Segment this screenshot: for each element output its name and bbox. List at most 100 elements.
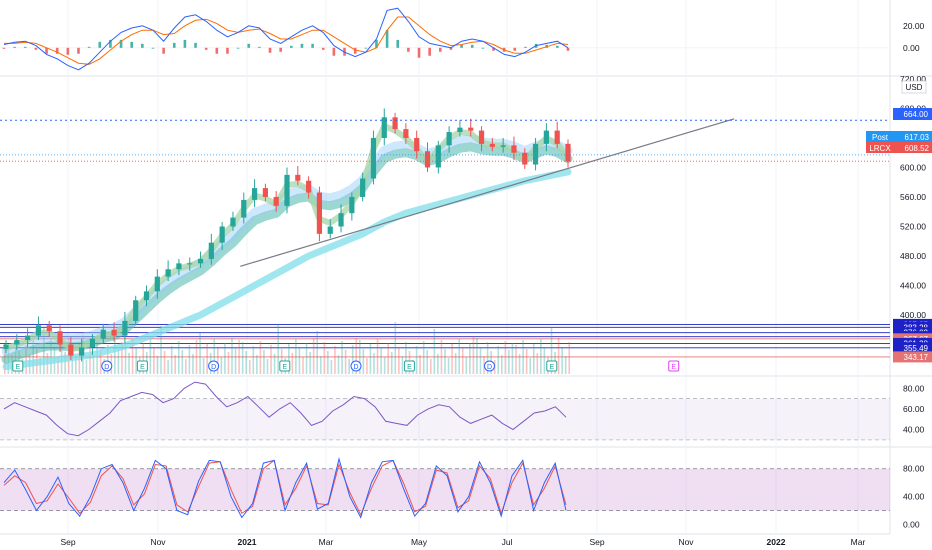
volume-bar bbox=[337, 355, 340, 374]
macd-histogram-bar bbox=[417, 47, 421, 58]
volume-bar bbox=[341, 341, 343, 374]
volume-bar bbox=[476, 338, 478, 374]
volume-bar bbox=[426, 350, 429, 374]
candle-body bbox=[457, 127, 463, 133]
earnings-marker-letter: E bbox=[15, 364, 20, 371]
earnings-marker-letter: E bbox=[407, 364, 412, 371]
candle-body bbox=[370, 137, 377, 179]
volume-bar bbox=[394, 322, 397, 374]
candle-body bbox=[316, 192, 323, 234]
macd-histogram-bar bbox=[460, 44, 463, 48]
earnings-marker-letter: E bbox=[671, 364, 676, 371]
volume-bar bbox=[444, 349, 446, 374]
candle-body bbox=[554, 130, 560, 144]
candle-body bbox=[511, 145, 517, 153]
volume-bar bbox=[305, 343, 308, 374]
volume-bar bbox=[515, 345, 517, 374]
volume-bar bbox=[167, 360, 169, 374]
volume-bar bbox=[369, 344, 372, 374]
candle-body bbox=[46, 325, 52, 332]
volume-bar bbox=[422, 341, 425, 374]
earnings-marker-letter: E bbox=[140, 364, 145, 371]
candle-body bbox=[122, 320, 128, 336]
volume-bar bbox=[383, 357, 386, 374]
macd-histogram-bar bbox=[215, 47, 219, 54]
macd-histogram-bar bbox=[258, 46, 261, 48]
volume-bar bbox=[401, 356, 404, 374]
time-tick-label: 2021 bbox=[238, 537, 257, 547]
macd-histogram-bar bbox=[151, 47, 155, 49]
volume-bar bbox=[106, 345, 109, 374]
macd-histogram-bar bbox=[332, 47, 336, 56]
resistance-badge: 664.00 bbox=[893, 108, 932, 120]
candle-body bbox=[143, 291, 150, 301]
time-tick-label: Sep bbox=[60, 537, 75, 547]
volume-bar bbox=[245, 351, 247, 374]
candle-body bbox=[349, 196, 355, 214]
candle-body bbox=[187, 263, 193, 265]
macd-histogram-bar bbox=[172, 42, 176, 48]
volume-bar bbox=[454, 353, 457, 374]
earnings-marker[interactable] bbox=[546, 360, 558, 372]
trendline[interactable] bbox=[240, 118, 735, 267]
time-tick-label: 2022 bbox=[767, 537, 786, 547]
dividend-marker[interactable] bbox=[350, 360, 362, 372]
sma-ribbon bbox=[2, 168, 572, 371]
volume-bar bbox=[170, 346, 173, 374]
macd-histogram-bar bbox=[194, 42, 197, 48]
earnings-marker[interactable] bbox=[279, 360, 291, 372]
rsi-line bbox=[3, 381, 567, 437]
macd-histogram-bar bbox=[77, 47, 80, 54]
earnings-marker[interactable] bbox=[403, 360, 415, 372]
earnings-marker[interactable] bbox=[668, 360, 680, 372]
volume-bar bbox=[483, 356, 485, 374]
usd-label-box bbox=[901, 80, 927, 94]
earnings-marker-letter: E bbox=[549, 364, 554, 371]
price-tick-label: 520.00 bbox=[900, 221, 926, 231]
volume-bar bbox=[266, 359, 269, 374]
time-axis[interactable]: Sep Nov 2021 Mar May Jul Sep Nov 2022 Mar bbox=[0, 533, 890, 547]
dividend-marker[interactable] bbox=[484, 360, 495, 372]
level-badge-box bbox=[893, 351, 932, 363]
macd-histogram-bar bbox=[226, 47, 229, 54]
time-tick-label: Jul bbox=[502, 537, 513, 547]
dividend-marker[interactable] bbox=[101, 360, 113, 372]
volume-bar bbox=[149, 338, 152, 374]
time-tick-label: Nov bbox=[678, 537, 694, 547]
volume-bar bbox=[291, 353, 294, 374]
volume-bar bbox=[99, 350, 102, 374]
candle-body bbox=[133, 300, 139, 321]
volume-bar bbox=[202, 358, 205, 374]
dividend-marker[interactable] bbox=[208, 360, 220, 372]
macd-histogram-bar bbox=[109, 39, 112, 48]
volume-bar bbox=[163, 351, 166, 374]
volume-bar bbox=[85, 360, 88, 374]
volume-bar bbox=[89, 346, 91, 374]
candle-body bbox=[154, 276, 160, 292]
volume-bar bbox=[327, 351, 329, 374]
rsi-tick-label: 40.00 bbox=[903, 425, 925, 435]
earnings-marker[interactable] bbox=[136, 360, 148, 372]
macd-tick-label: 20.00 bbox=[903, 21, 925, 31]
candle-body bbox=[262, 188, 268, 197]
volume-bar bbox=[366, 358, 368, 374]
volume-bar bbox=[135, 348, 137, 374]
volume-bar bbox=[131, 339, 134, 374]
price-tick-label: 600.00 bbox=[900, 162, 926, 172]
macd-line bbox=[3, 7, 569, 71]
volume-bar bbox=[529, 358, 531, 374]
candle-body bbox=[403, 129, 409, 138]
macd-histogram-bar bbox=[130, 41, 133, 48]
volume-bar bbox=[174, 355, 176, 374]
volume-bar bbox=[415, 346, 418, 374]
earnings-marker[interactable] bbox=[12, 360, 24, 372]
volume-bar bbox=[433, 329, 436, 374]
volume-bar bbox=[39, 358, 42, 374]
macd-histogram-bar bbox=[428, 47, 431, 56]
time-tick-label: Nov bbox=[150, 537, 166, 547]
candle-body bbox=[360, 178, 366, 197]
volume-bar bbox=[536, 353, 539, 374]
volume-bar bbox=[177, 341, 180, 374]
